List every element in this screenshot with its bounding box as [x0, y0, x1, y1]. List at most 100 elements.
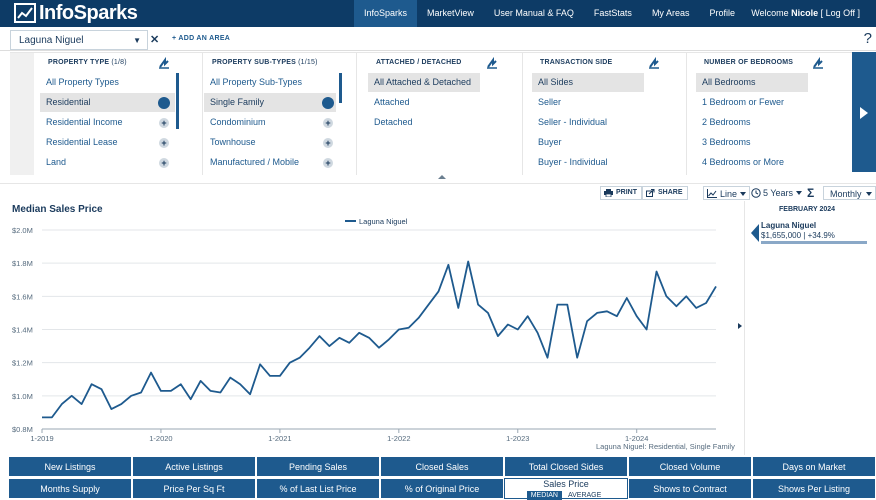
filter-option[interactable]: Seller [538, 97, 562, 107]
tile-shows-to-contract[interactable]: Shows to Contract [628, 478, 752, 499]
filter-option-selected[interactable]: All Sides [532, 73, 644, 92]
area-select-value: Laguna Niguel [19, 35, 84, 46]
share-button[interactable]: SHARE [642, 186, 688, 200]
add-icon[interactable]: + [159, 158, 169, 168]
selected-dot-icon [158, 97, 170, 109]
filter-option[interactable]: Land [46, 157, 67, 167]
transaction-side-column: TRANSACTION SIDE All Sides Seller Seller… [532, 53, 672, 175]
tile-pct-original-price[interactable]: % of Original Price [380, 478, 504, 499]
collapse-filters-icon[interactable] [438, 175, 446, 179]
filter-option[interactable]: 2 Bedrooms [702, 117, 751, 127]
main-nav: InfoSparks MarketView User Manual & FAQ … [354, 0, 745, 27]
tile-active-listings[interactable]: Active Listings [132, 456, 256, 477]
sort-icon[interactable] [158, 57, 170, 69]
add-icon[interactable]: + [323, 118, 333, 128]
value-readout-panel: FEBRUARY 2024 Laguna Niguel $1,655,000 |… [744, 201, 876, 455]
nav-user-manual[interactable]: User Manual & FAQ [493, 8, 574, 18]
logo-text: InfoSparks [39, 1, 138, 24]
time-range-select[interactable]: 5 Years [750, 186, 805, 200]
chart-type-select[interactable]: Line [703, 186, 751, 200]
filter-panel-margin [10, 53, 34, 175]
scrollbar[interactable] [339, 73, 342, 103]
column-divider [202, 53, 203, 175]
sum-icon[interactable]: Σ [807, 186, 815, 200]
tile-days-on-market[interactable]: Days on Market [752, 456, 876, 477]
tile-months-supply[interactable]: Months Supply [8, 478, 132, 499]
filter-option-selected[interactable]: Residential [40, 93, 175, 112]
line-chart-icon [707, 189, 717, 198]
help-icon[interactable]: ? [863, 30, 872, 47]
filter-option[interactable]: Townhouse [210, 137, 256, 147]
bedrooms-column: NUMBER OF BEDROOMS All Bedrooms 1 Bedroo… [696, 53, 846, 175]
chart-footnote: Laguna Niguel: Residential, Single Famil… [596, 442, 735, 451]
sort-icon[interactable] [812, 57, 824, 69]
attached-detached-title: ATTACHED / DETACHED [376, 59, 462, 66]
filter-option[interactable]: 4 Bedrooms or More [702, 157, 785, 167]
tile-pending-sales[interactable]: Pending Sales [256, 456, 380, 477]
median-toggle[interactable]: MEDIAN [526, 491, 562, 500]
print-button[interactable]: PRINT [600, 186, 642, 200]
remove-area-icon[interactable]: ✕ [150, 34, 160, 46]
filter-option-selected[interactable]: Single Family [204, 93, 336, 112]
nav-marketview[interactable]: MarketView [427, 8, 474, 18]
x-tick-label: 1-2021 [268, 434, 291, 443]
interval-select[interactable]: Monthly [823, 186, 876, 200]
attached-detached-column: ATTACHED / DETACHED All Attached & Detac… [368, 53, 508, 175]
scrollbar[interactable] [176, 73, 179, 129]
filter-option[interactable]: Attached [374, 97, 410, 107]
filter-option-selected[interactable]: All Attached & Detached [368, 73, 480, 92]
tile-total-closed-sides[interactable]: Total Closed Sides [504, 456, 628, 477]
filter-option[interactable]: All Property Sub-Types [210, 77, 303, 87]
filter-option[interactable]: Condominium [210, 117, 266, 127]
filter-option[interactable]: Seller - Individual [538, 117, 608, 127]
x-tick-label: 1-2022 [387, 434, 410, 443]
tile-sales-price[interactable]: Sales Price MEDIAN AVERAGE [504, 478, 628, 500]
clock-icon [751, 188, 761, 198]
tile-closed-volume[interactable]: Closed Volume [628, 456, 752, 477]
filter-option-selected[interactable]: All Bedrooms [696, 73, 808, 92]
nav-infosparks[interactable]: InfoSparks [354, 0, 418, 27]
nav-faststats[interactable]: FastStats [593, 8, 632, 18]
next-filters-button[interactable] [852, 52, 876, 172]
filter-option[interactable]: Manufactured / Mobile [210, 157, 300, 167]
sort-icon[interactable] [486, 57, 498, 69]
add-area-link[interactable]: + ADD AN AREA [172, 35, 231, 42]
average-toggle[interactable]: AVERAGE [567, 492, 602, 499]
tile-pct-last-list-price[interactable]: % of Last List Price [256, 478, 380, 499]
share-label: SHARE [658, 189, 683, 196]
x-tick-label: 1-2023 [506, 434, 529, 443]
add-icon[interactable]: + [159, 118, 169, 128]
readout-area: Laguna Niguel [761, 221, 817, 230]
filter-option[interactable]: 3 Bedrooms [702, 137, 751, 147]
y-tick-label: $1.2M [12, 359, 33, 368]
tile-price-per-sq-ft[interactable]: Price Per Sq Ft [132, 478, 256, 499]
add-icon[interactable]: + [323, 138, 333, 148]
sort-icon[interactable] [648, 57, 660, 69]
top-nav-bar: InfoSparks InfoSparks MarketView User Ma… [0, 0, 876, 27]
filter-option[interactable]: All Property Types [46, 77, 119, 87]
area-select[interactable]: Laguna Niguel ▼ [10, 30, 148, 50]
filter-panel: PROPERTY TYPE (1/8) All Property Types R… [10, 52, 852, 175]
add-icon[interactable]: + [159, 138, 169, 148]
readout-date: FEBRUARY 2024 [779, 206, 836, 213]
selected-dot-icon [322, 97, 334, 109]
filter-option[interactable]: Buyer [538, 137, 562, 147]
median-sales-price-chart[interactable]: $0.8M $1.0M $1.2M $1.4M $1.6M $1.8M $2.0M 1-201… [0, 212, 744, 456]
infosparks-logo[interactable]: InfoSparks [14, 1, 138, 24]
filter-option[interactable]: Residential Lease [46, 137, 118, 147]
filter-option[interactable]: Buyer - Individual [538, 157, 608, 167]
tile-shows-per-listing[interactable]: Shows Per Listing [752, 478, 876, 499]
filter-option[interactable]: 1 Bedroom or Fewer [702, 97, 785, 107]
logoff-link[interactable]: [ Log Off ] [820, 8, 860, 18]
filter-option[interactable]: Detached [374, 117, 413, 127]
property-type-column: PROPERTY TYPE (1/8) All Property Types R… [40, 53, 198, 175]
metric-tiles: New Listings Active Listings Pending Sal… [8, 456, 876, 500]
property-type-title: PROPERTY TYPE (1/8) [48, 59, 127, 66]
filter-option[interactable]: Residential Income [46, 117, 123, 127]
add-icon[interactable]: + [323, 158, 333, 168]
tile-new-listings[interactable]: New Listings [8, 456, 132, 477]
nav-my-areas[interactable]: My Areas [651, 8, 690, 18]
expand-panel-icon[interactable] [738, 323, 742, 329]
nav-profile[interactable]: Profile [709, 8, 735, 18]
tile-closed-sales[interactable]: Closed Sales [380, 456, 504, 477]
